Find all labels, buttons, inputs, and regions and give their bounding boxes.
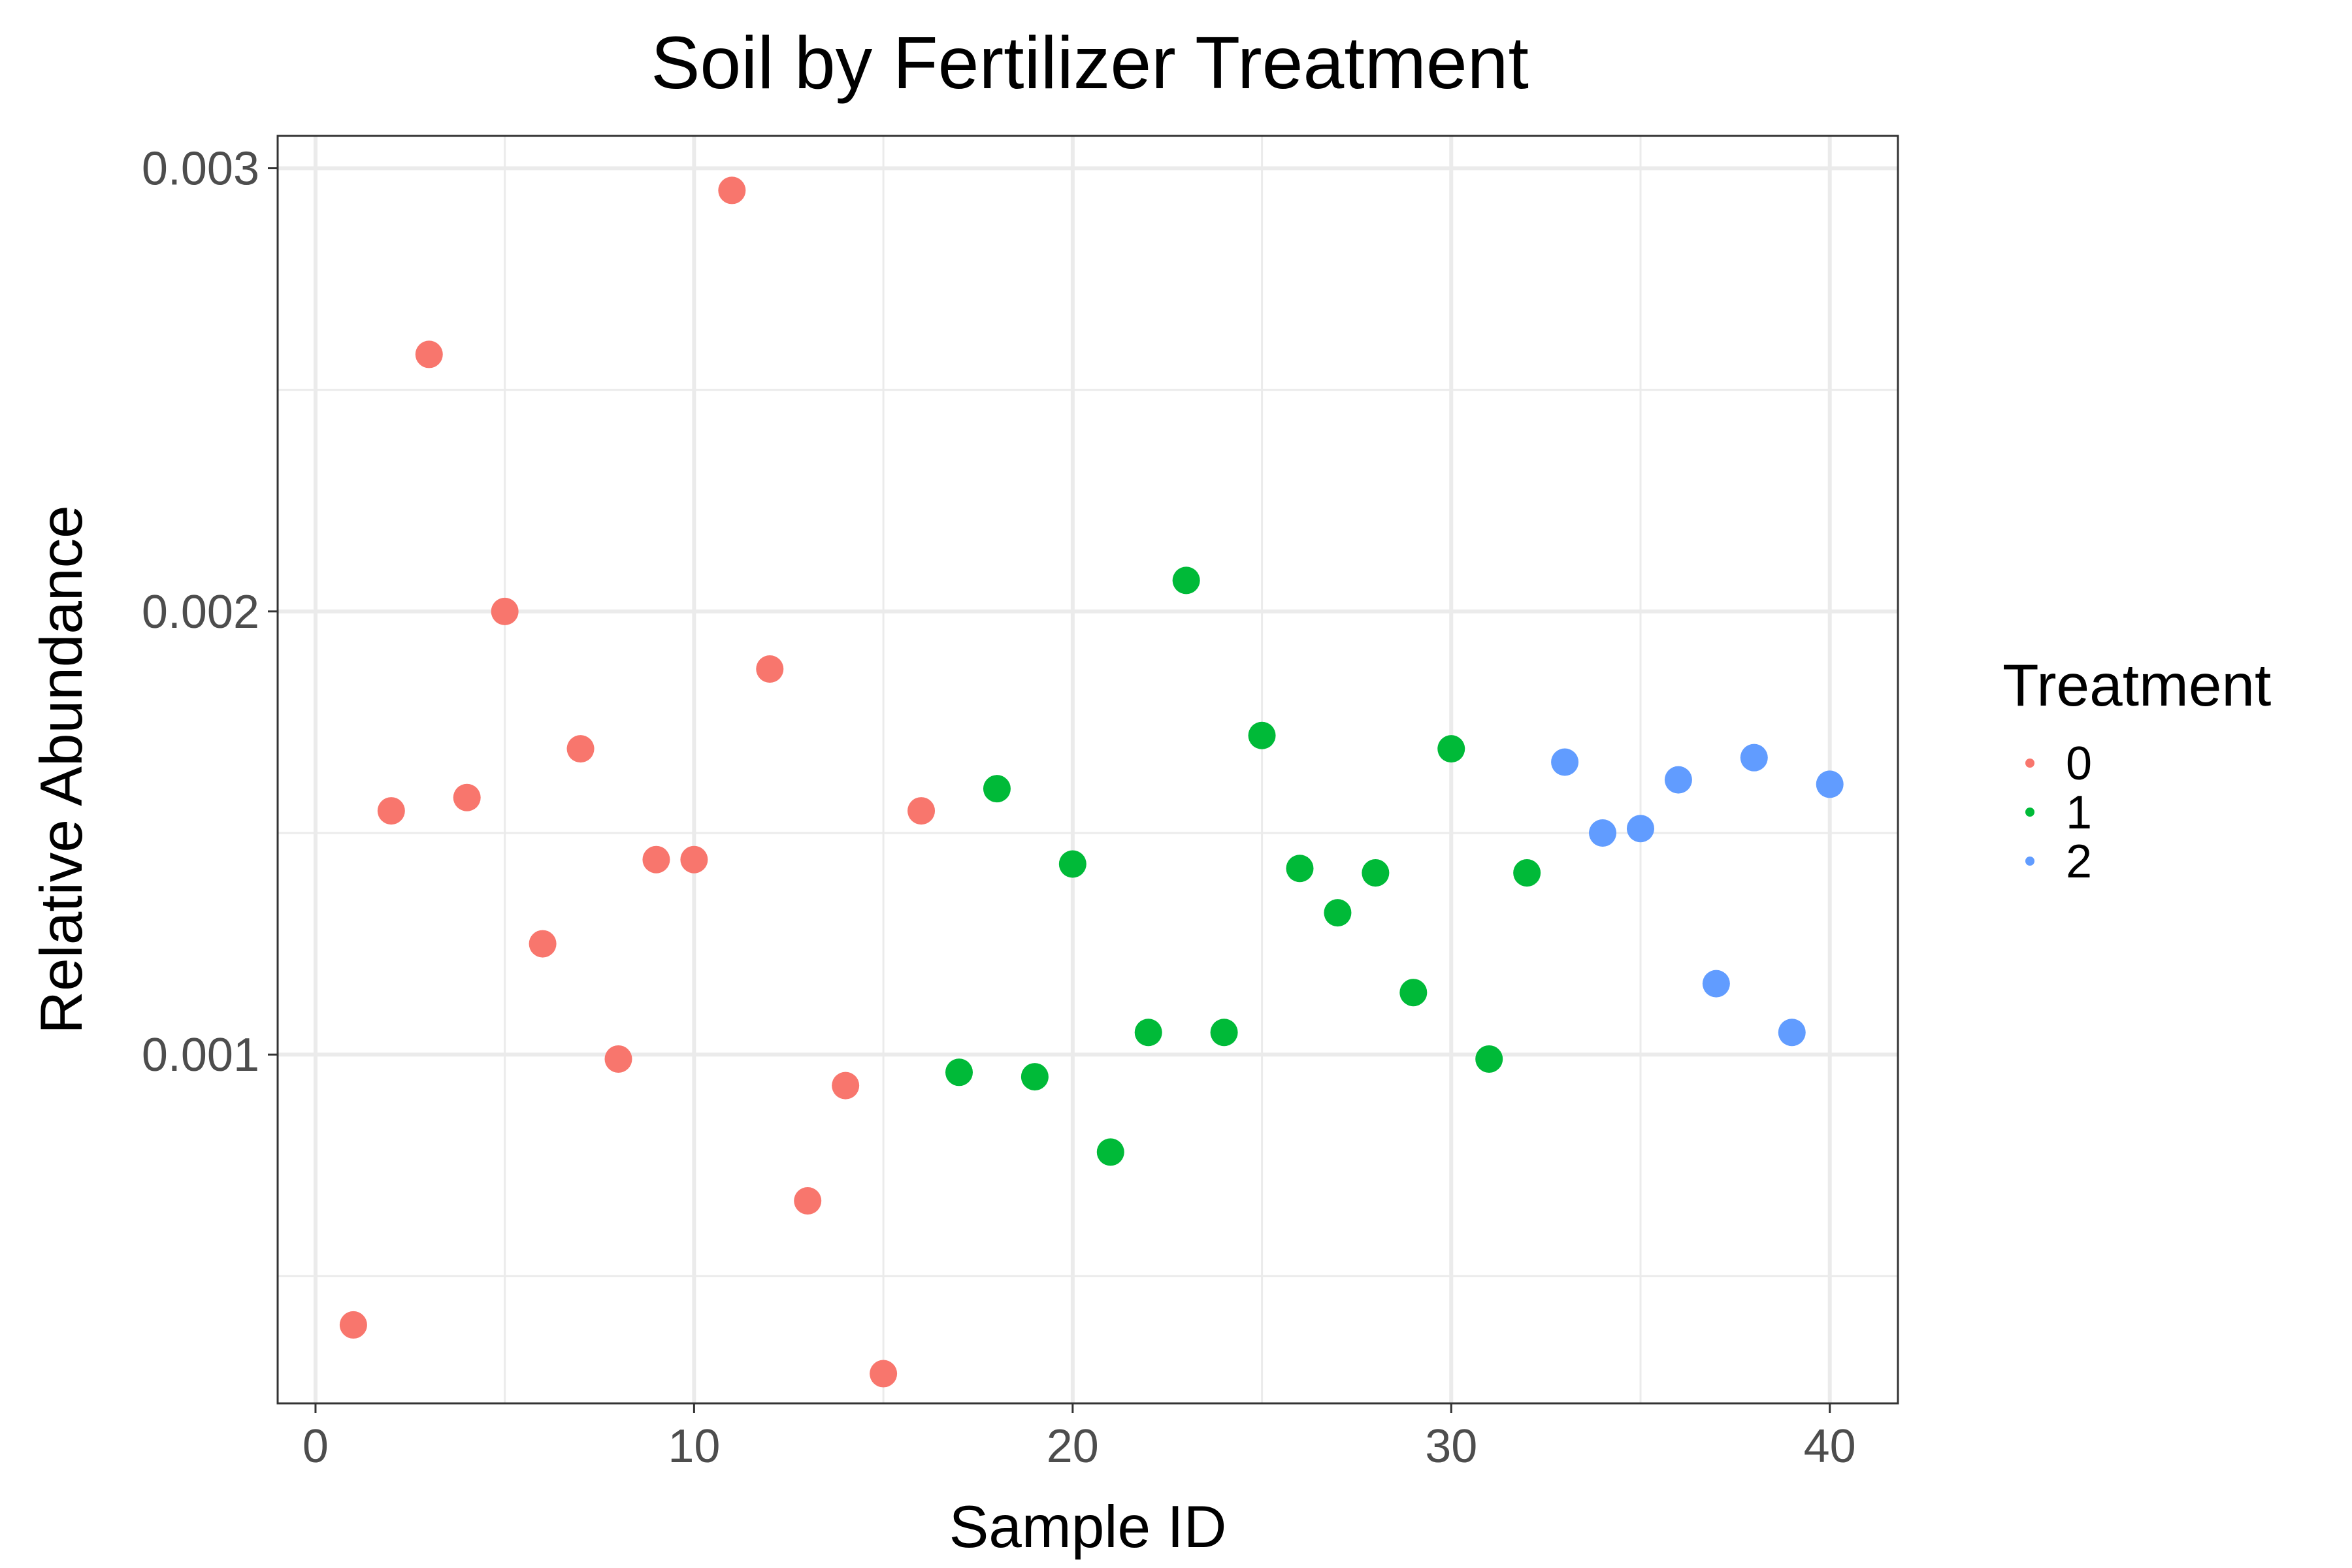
data-point-treatment-2: [1589, 819, 1617, 847]
x-axis: 0 10 20 30 40: [302, 1403, 1856, 1473]
x-tick-label: 10: [668, 1420, 720, 1473]
data-point-treatment-1: [1096, 1138, 1124, 1166]
data-point-treatment-0: [604, 1045, 632, 1073]
legend: Treatment 012: [2002, 653, 2271, 888]
data-point-treatment-0: [529, 930, 557, 958]
data-point-treatment-0: [377, 797, 405, 825]
data-point-treatment-1: [983, 775, 1011, 803]
data-point-treatment-2: [1626, 815, 1654, 843]
data-point-treatment-0: [642, 845, 670, 874]
data-point-treatment-1: [1134, 1019, 1162, 1047]
y-tick-label: 0.001: [142, 1029, 259, 1081]
data-point-treatment-2: [1551, 748, 1579, 776]
legend-label-0: 0: [2066, 738, 2092, 790]
data-point-treatment-1: [1362, 859, 1390, 887]
legend-entries: 012: [2025, 738, 2092, 888]
y-axis-title: Relative Abundance: [29, 505, 95, 1034]
y-axis: 0.001 0.002 0.003: [142, 143, 278, 1081]
data-point-treatment-1: [1058, 850, 1086, 878]
data-point-treatment-0: [794, 1187, 822, 1215]
data-point-treatment-2: [1702, 970, 1730, 998]
data-point-treatment-1: [1399, 979, 1428, 1007]
data-point-treatment-1: [945, 1058, 973, 1086]
chart-title: Soil by Fertilizer Treatment: [651, 22, 1529, 104]
x-tick-label: 30: [1425, 1420, 1477, 1473]
legend-label-1: 1: [2066, 787, 2092, 839]
data-point-treatment-2: [1740, 743, 1768, 772]
y-tick-label: 0.002: [142, 586, 259, 638]
plot-panel: [278, 136, 1898, 1403]
data-point-treatment-0: [415, 340, 443, 368]
data-point-treatment-1: [1248, 721, 1276, 749]
data-point-treatment-1: [1437, 735, 1465, 763]
x-tick-label: 40: [1804, 1420, 1856, 1473]
x-tick-label: 0: [302, 1420, 329, 1473]
data-point-treatment-2: [1664, 766, 1692, 794]
data-point-treatment-0: [756, 655, 784, 683]
data-point-treatment-0: [453, 783, 481, 811]
plot-panel-background: [278, 136, 1898, 1403]
data-points: [339, 176, 1844, 1388]
data-point-treatment-1: [1210, 1019, 1238, 1047]
x-tick-label: 20: [1047, 1420, 1099, 1473]
legend-label-2: 2: [2066, 836, 2092, 888]
legend-key-2: [2025, 857, 2034, 866]
data-point-treatment-0: [491, 597, 519, 625]
data-point-treatment-2: [1778, 1019, 1806, 1047]
plot-panel-border: [276, 135, 1899, 1405]
legend-key-0: [2025, 759, 2034, 768]
data-point-treatment-1: [1286, 855, 1314, 883]
x-axis-title: Sample ID: [949, 1494, 1227, 1560]
legend-key-1: [2025, 808, 2034, 817]
data-point-treatment-2: [1816, 770, 1844, 798]
data-point-treatment-1: [1324, 899, 1352, 927]
data-point-treatment-0: [907, 797, 936, 825]
data-point-treatment-0: [680, 845, 708, 874]
data-point-treatment-0: [566, 735, 595, 763]
data-point-treatment-1: [1475, 1045, 1503, 1073]
y-tick-label: 0.003: [142, 143, 259, 195]
major-gridlines: [278, 136, 1898, 1403]
data-point-treatment-1: [1172, 566, 1200, 595]
data-point-treatment-0: [832, 1071, 860, 1100]
data-point-treatment-1: [1513, 859, 1541, 887]
data-point-treatment-1: [1021, 1063, 1049, 1091]
data-point-treatment-0: [718, 176, 746, 204]
legend-title: Treatment: [2002, 653, 2271, 719]
data-point-treatment-0: [339, 1311, 367, 1339]
data-point-treatment-0: [870, 1360, 898, 1388]
